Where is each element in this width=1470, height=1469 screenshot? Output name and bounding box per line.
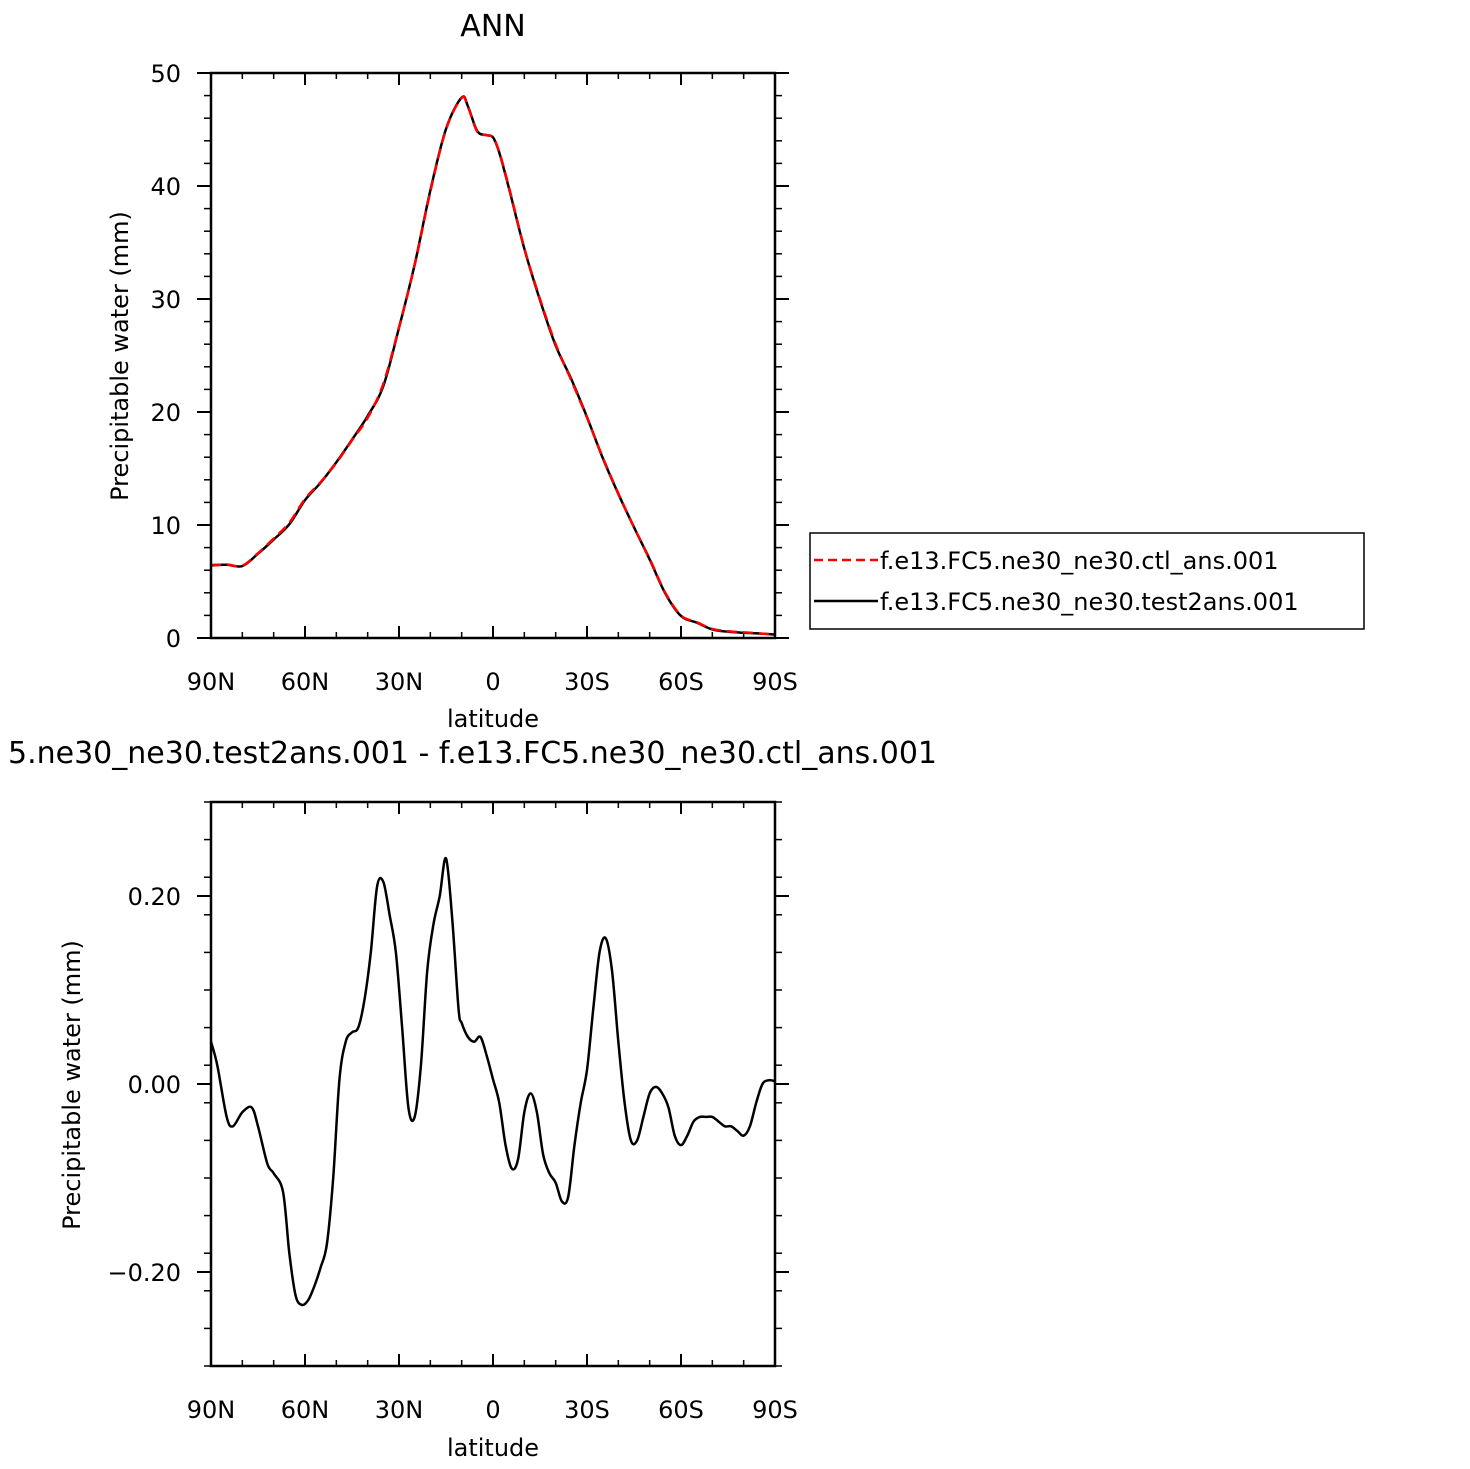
top-series-lines (210, 95, 776, 636)
top-y-tick-label: 30 (150, 286, 181, 314)
top-x-axis-label: latitude (447, 705, 539, 733)
bottom-series-lines (209, 857, 776, 1307)
legend: f.e13.FC5.ne30_ne30.ctl_ans.001 f.e13.FC… (809, 532, 1365, 630)
legend-label-test: f.e13.FC5.ne30_ne30.test2ans.001 (880, 588, 1299, 616)
top-x-tick-label: 60N (281, 668, 330, 696)
legend-label-ctl: f.e13.FC5.ne30_ne30.ctl_ans.001 (880, 547, 1279, 575)
bottom-y-tick-label: 0.00 (128, 1071, 181, 1099)
bottom-x-axis-label: latitude (447, 1434, 539, 1462)
bottom-series-line-0 (209, 857, 776, 1307)
top-y-tick-label: 40 (150, 173, 181, 201)
bottom-x-tick-label: 60N (281, 1396, 330, 1424)
bottom-panel: 5.ne30_ne30.test2ans.001 - f.e13.FC5.ne3… (8, 736, 937, 1462)
bottom-x-tick-label: 90S (752, 1396, 798, 1424)
bottom-chart-title: 5.ne30_ne30.test2ans.001 - f.e13.FC5.ne3… (8, 736, 937, 771)
bottom-y-axis-label: Precipitable water (mm) (58, 940, 86, 1230)
legend-box (809, 532, 1365, 630)
top-y-tick-label: 20 (150, 399, 181, 427)
top-series-line-0 (210, 95, 776, 636)
top-x-tick-label: 30N (375, 668, 424, 696)
top-panel: ANN latitude Precipitable water (mm) 90N… (106, 9, 798, 733)
bottom-y-tick-label: −0.20 (107, 1259, 181, 1287)
bottom-x-tick-label: 90N (187, 1396, 236, 1424)
top-y-tick-label: 10 (150, 512, 181, 540)
top-y-tick-label: 50 (150, 60, 181, 88)
top-x-tick-label: 60S (658, 668, 704, 696)
top-x-tick-label: 30S (564, 668, 610, 696)
top-chart-title: ANN (460, 9, 525, 44)
bottom-plot-frame (209, 800, 777, 1368)
top-plot-frame (209, 71, 777, 640)
top-series-line-1 (210, 95, 776, 636)
bottom-x-tick-label: 30N (375, 1396, 424, 1424)
top-x-tick-label: 0 (485, 668, 500, 696)
top-x-tick-label: 90N (187, 668, 236, 696)
top-axes: 90N 60N 30N 0 30S 60S 90S 0 10 20 30 40 50 (150, 60, 797, 696)
bottom-x-tick-label: 60S (658, 1396, 704, 1424)
bottom-axes: 90N 60N 30N 0 30S 60S 90S −0.20 0.00 0.20 (107, 801, 798, 1424)
bottom-x-tick-label: 30S (564, 1396, 610, 1424)
bottom-x-tick-label: 0 (485, 1396, 500, 1424)
top-y-tick-label: 0 (166, 625, 181, 653)
top-x-tick-label: 90S (752, 668, 798, 696)
bottom-y-tick-label: 0.20 (128, 883, 181, 911)
top-y-axis-label: Precipitable water (mm) (106, 211, 134, 501)
